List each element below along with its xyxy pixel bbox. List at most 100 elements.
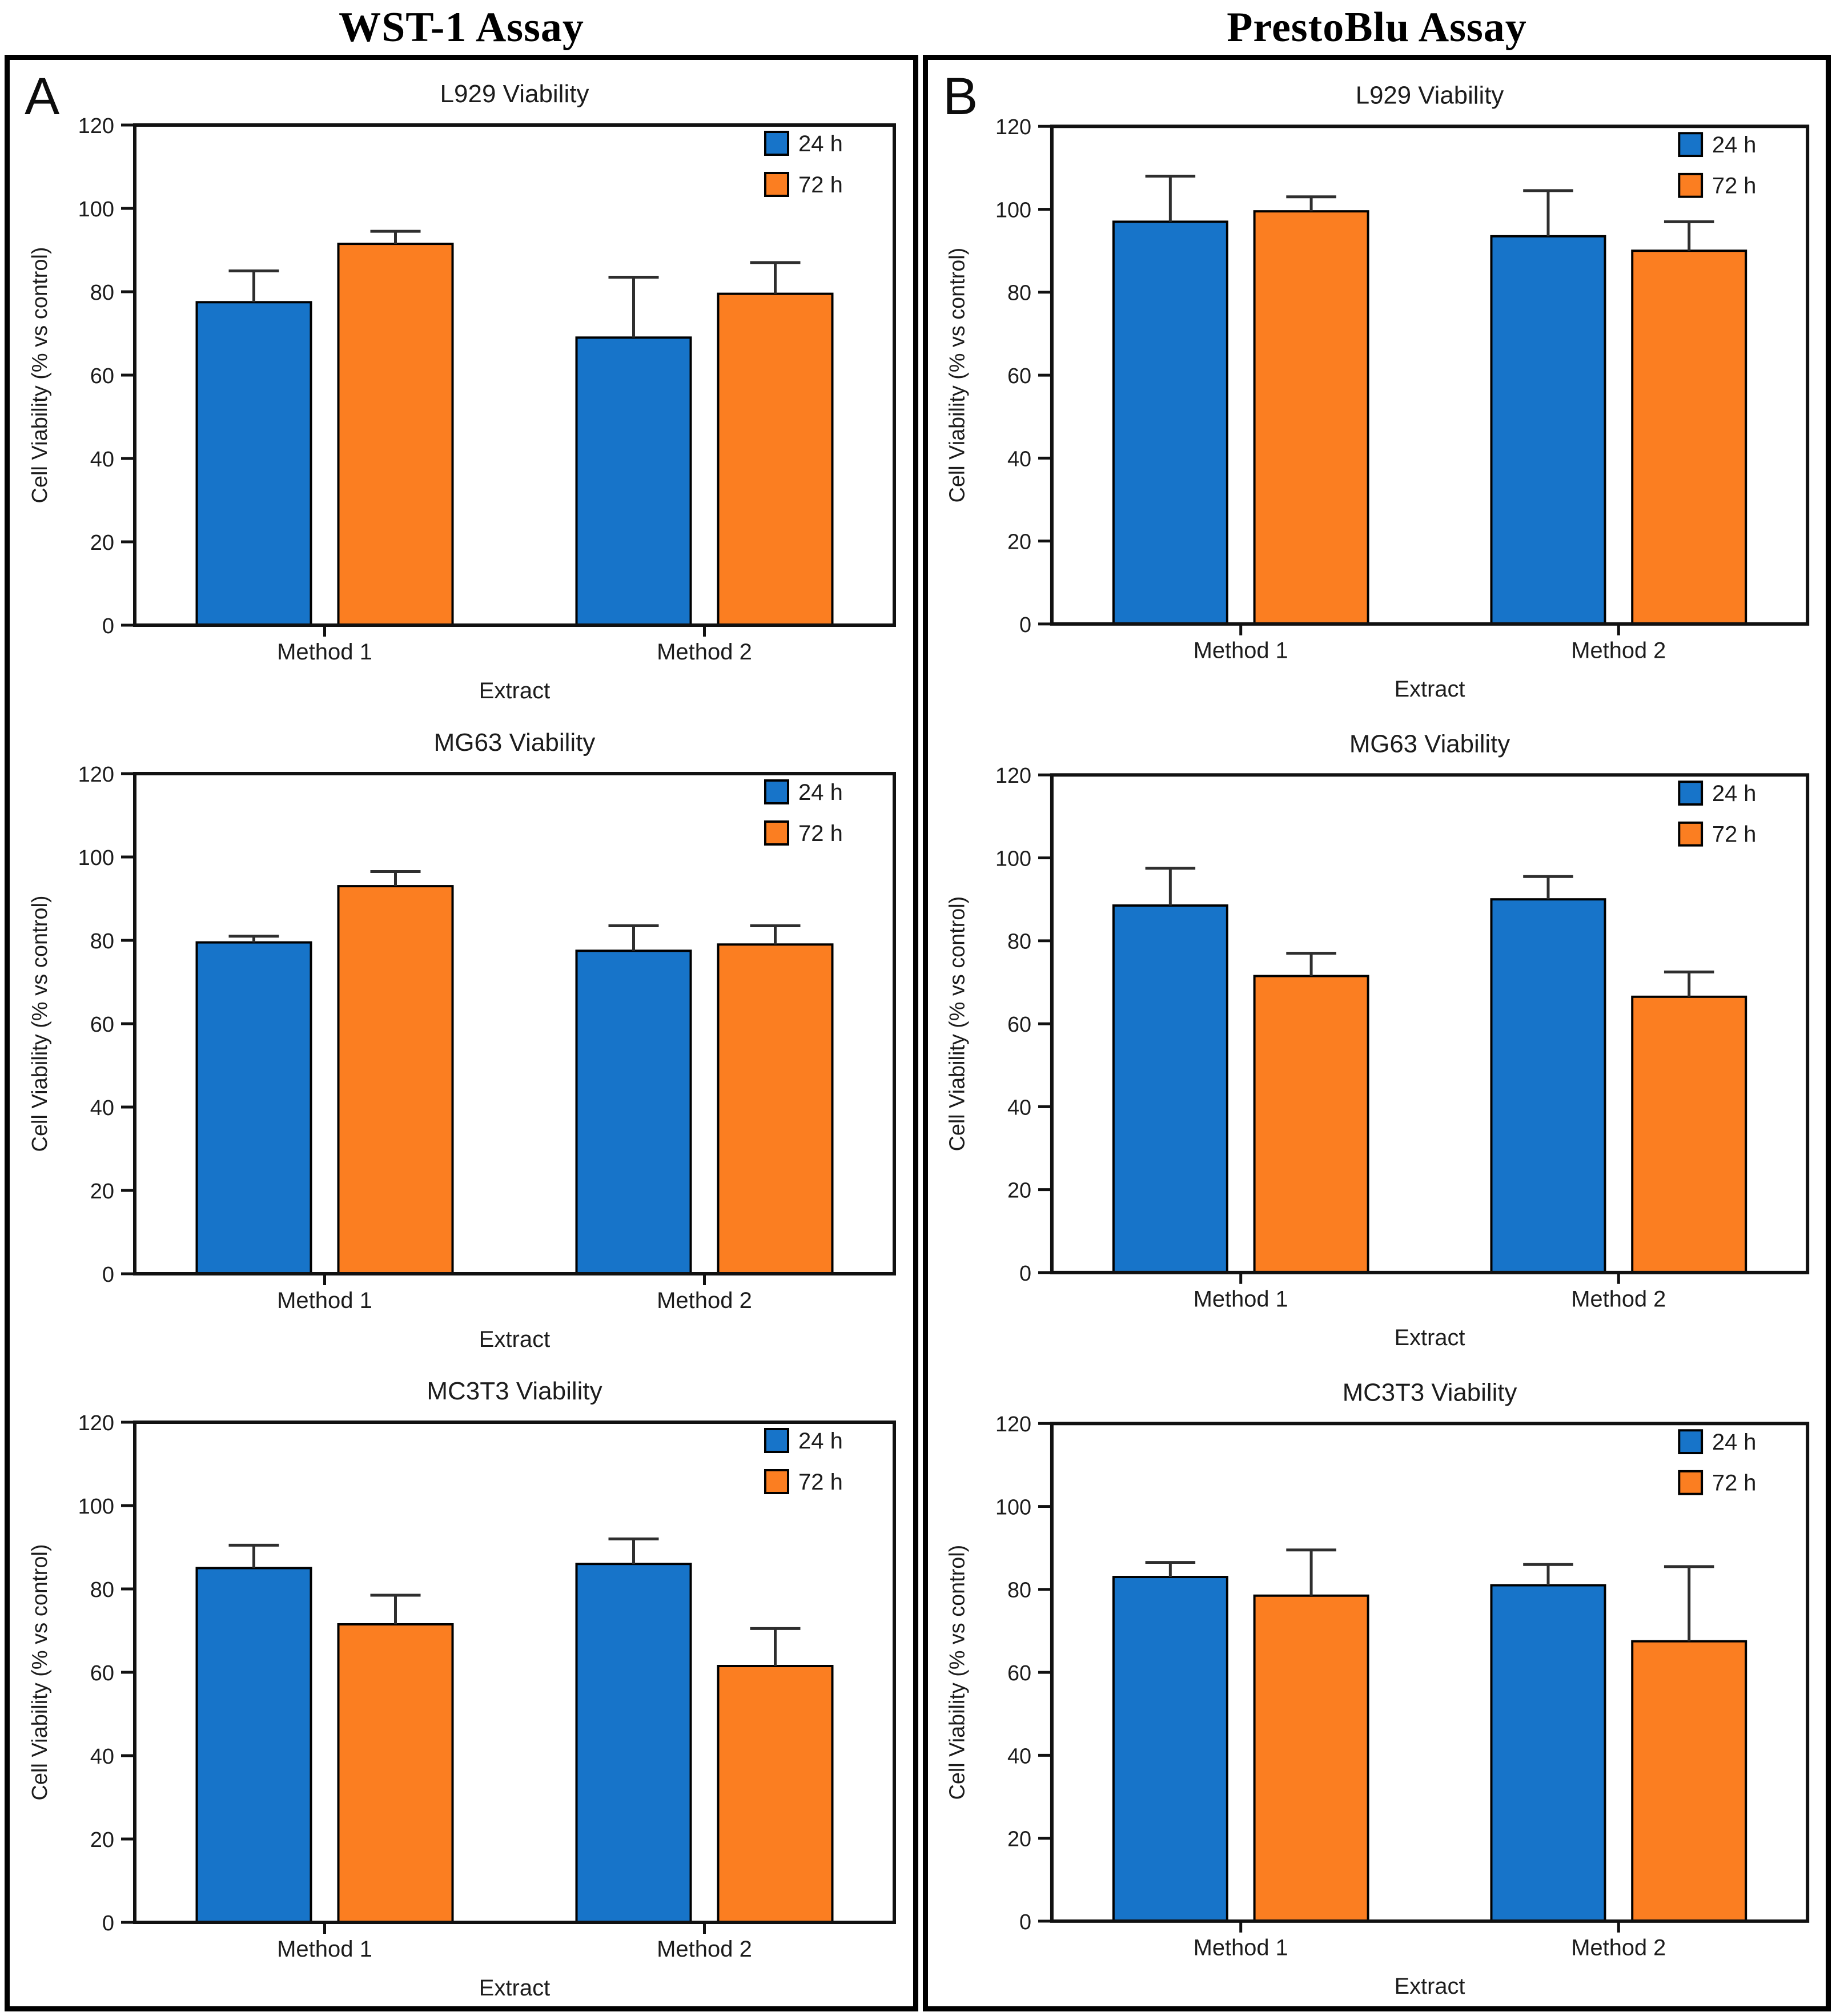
svg-text:Cell Viability (% vs control): Cell Viability (% vs control) [946, 248, 970, 503]
svg-text:80: 80 [1007, 1579, 1031, 1603]
bar-chart-svg: MC3T3 Viability Method 1 Method 2 0 20 40 60 80… [946, 1379, 1810, 1999]
chart-wst1-mg63: MG63 Viability Method 1 Method 2 0 20 40 60 80 1… [10, 709, 913, 1357]
svg-text:Method 2: Method 2 [1571, 1287, 1666, 1312]
bar-chart-svg: MG63 Viability Method 1 Method 2 0 20 40 60 80 1… [946, 730, 1810, 1350]
svg-text:40: 40 [1007, 1744, 1031, 1768]
svg-text:L929 Viability: L929 Viability [1356, 82, 1504, 110]
svg-text:100: 100 [995, 847, 1031, 871]
svg-text:24 h: 24 h [798, 780, 843, 805]
svg-text:Method 1: Method 1 [1194, 1287, 1288, 1312]
svg-text:120: 120 [78, 763, 114, 787]
svg-text:Extract: Extract [1395, 1974, 1465, 1999]
svg-text:60: 60 [90, 1013, 114, 1037]
svg-text:40: 40 [1007, 447, 1031, 471]
svg-text:Method 2: Method 2 [1571, 1935, 1666, 1961]
svg-text:24 h: 24 h [1712, 781, 1756, 806]
svg-text:20: 20 [90, 531, 114, 555]
svg-text:120: 120 [995, 1413, 1031, 1436]
chart-wst1-mc3t3: MC3T3 Viability Method 1 Method 2 0 20 40 60 80… [10, 1357, 913, 2006]
svg-text:100: 100 [995, 1495, 1031, 1519]
panel-box-wst1: A L929 Viability Method 1 Method 2 0 20 40 60 8… [5, 55, 918, 2011]
svg-text:Cell Viability (% vs control): Cell Viability (% vs control) [946, 896, 970, 1152]
panel-wst1: WST-1 Assay A L929 Viability Method 1 Meth… [5, 0, 918, 2016]
svg-text:72 h: 72 h [1712, 174, 1756, 199]
svg-text:Cell Viability (% vs control): Cell Viability (% vs control) [946, 1545, 970, 1800]
svg-text:120: 120 [995, 764, 1031, 788]
svg-text:20: 20 [1007, 530, 1031, 554]
chart-prestoblu-mg63: MG63 Viability Method 1 Method 2 0 20 40 60 80 1… [928, 709, 1826, 1357]
svg-text:MC3T3 Viability: MC3T3 Viability [427, 1377, 602, 1405]
svg-text:0: 0 [1019, 1262, 1031, 1286]
svg-text:24 h: 24 h [798, 131, 843, 156]
svg-text:Extract: Extract [1395, 677, 1465, 702]
svg-text:Extract: Extract [479, 1975, 550, 2001]
svg-text:100: 100 [78, 846, 114, 870]
svg-text:Extract: Extract [1395, 1325, 1465, 1350]
bar-chart-svg: MG63 Viability Method 1 Method 2 0 20 40 60 80 1… [28, 729, 896, 1352]
panel-prestoblu: PrestoBlu Assay B L929 Viability Method 1… [923, 0, 1831, 2016]
svg-text:100: 100 [995, 198, 1031, 222]
svg-text:100: 100 [78, 1495, 114, 1519]
svg-text:40: 40 [90, 448, 114, 472]
svg-text:80: 80 [90, 1578, 114, 1602]
panel-title-prestoblu: PrestoBlu Assay [1227, 3, 1527, 51]
svg-text:0: 0 [102, 1263, 114, 1287]
svg-text:60: 60 [90, 1661, 114, 1685]
svg-text:Extract: Extract [479, 678, 550, 703]
chart-prestoblu-mc3t3: MC3T3 Viability Method 1 Method 2 0 20 40 60 80… [928, 1357, 1826, 2006]
svg-text:Method 1: Method 1 [1194, 638, 1288, 663]
svg-text:Method 1: Method 1 [277, 1288, 372, 1313]
svg-text:60: 60 [90, 364, 114, 388]
svg-text:L929 Viability: L929 Viability [440, 80, 589, 108]
svg-text:24 h: 24 h [1712, 132, 1756, 158]
svg-text:24 h: 24 h [1712, 1430, 1756, 1455]
svg-text:72 h: 72 h [798, 1470, 843, 1495]
chart-prestoblu-l929: L929 Viability Method 1 Method 2 0 20 40 60 80 1… [928, 60, 1826, 709]
panel-letter-b: B [943, 67, 978, 126]
svg-text:Cell Viability (% vs control): Cell Viability (% vs control) [28, 1544, 52, 1800]
svg-text:80: 80 [90, 281, 114, 305]
svg-text:Cell Viability (% vs control): Cell Viability (% vs control) [28, 247, 52, 503]
svg-text:60: 60 [1007, 1661, 1031, 1685]
svg-text:40: 40 [90, 1745, 114, 1769]
svg-text:120: 120 [995, 115, 1031, 139]
svg-text:72 h: 72 h [798, 821, 843, 846]
svg-text:0: 0 [1019, 1910, 1031, 1934]
svg-text:80: 80 [1007, 281, 1031, 305]
svg-text:72 h: 72 h [1712, 1471, 1756, 1496]
svg-text:20: 20 [90, 1828, 114, 1852]
bar-chart-svg: L929 Viability Method 1 Method 2 0 20 40 60 80 1… [946, 82, 1810, 702]
svg-text:72 h: 72 h [1712, 822, 1756, 847]
panel-title-wst1: WST-1 Assay [339, 3, 584, 51]
svg-text:60: 60 [1007, 1013, 1031, 1037]
svg-text:Method 2: Method 2 [657, 1288, 752, 1313]
svg-text:Method 2: Method 2 [1571, 638, 1666, 663]
svg-text:Method 2: Method 2 [657, 1937, 752, 1962]
svg-text:24 h: 24 h [798, 1428, 843, 1454]
svg-text:Method 1: Method 1 [277, 1937, 372, 1962]
svg-text:Method 2: Method 2 [657, 639, 752, 665]
panel-box-prestoblu: B L929 Viability Method 1 Method 2 0 20 40 60 8… [923, 55, 1831, 2011]
svg-text:80: 80 [90, 929, 114, 953]
bar-chart-svg: L929 Viability Method 1 Method 2 0 20 40 60 80 1… [28, 80, 896, 703]
svg-text:MC3T3 Viability: MC3T3 Viability [1343, 1379, 1517, 1407]
chart-wst1-l929: L929 Viability Method 1 Method 2 0 20 40 60 80 1… [10, 60, 913, 709]
svg-text:40: 40 [90, 1096, 114, 1120]
bar-chart-svg: MC3T3 Viability Method 1 Method 2 0 20 40 60 80… [28, 1377, 896, 2001]
svg-text:60: 60 [1007, 364, 1031, 388]
svg-text:Cell Viability (% vs control): Cell Viability (% vs control) [28, 895, 52, 1152]
svg-text:Method 1: Method 1 [1194, 1935, 1288, 1961]
svg-text:40: 40 [1007, 1096, 1031, 1120]
panel-letter-a: A [25, 67, 60, 126]
svg-text:72 h: 72 h [798, 172, 843, 198]
svg-text:Method 1: Method 1 [277, 639, 372, 665]
svg-text:Extract: Extract [479, 1327, 550, 1352]
svg-text:100: 100 [78, 198, 114, 222]
svg-text:80: 80 [1007, 930, 1031, 954]
svg-text:0: 0 [102, 614, 114, 638]
svg-text:20: 20 [1007, 1179, 1031, 1203]
svg-text:0: 0 [1019, 613, 1031, 637]
svg-text:20: 20 [90, 1180, 114, 1204]
svg-text:0: 0 [102, 1912, 114, 1935]
